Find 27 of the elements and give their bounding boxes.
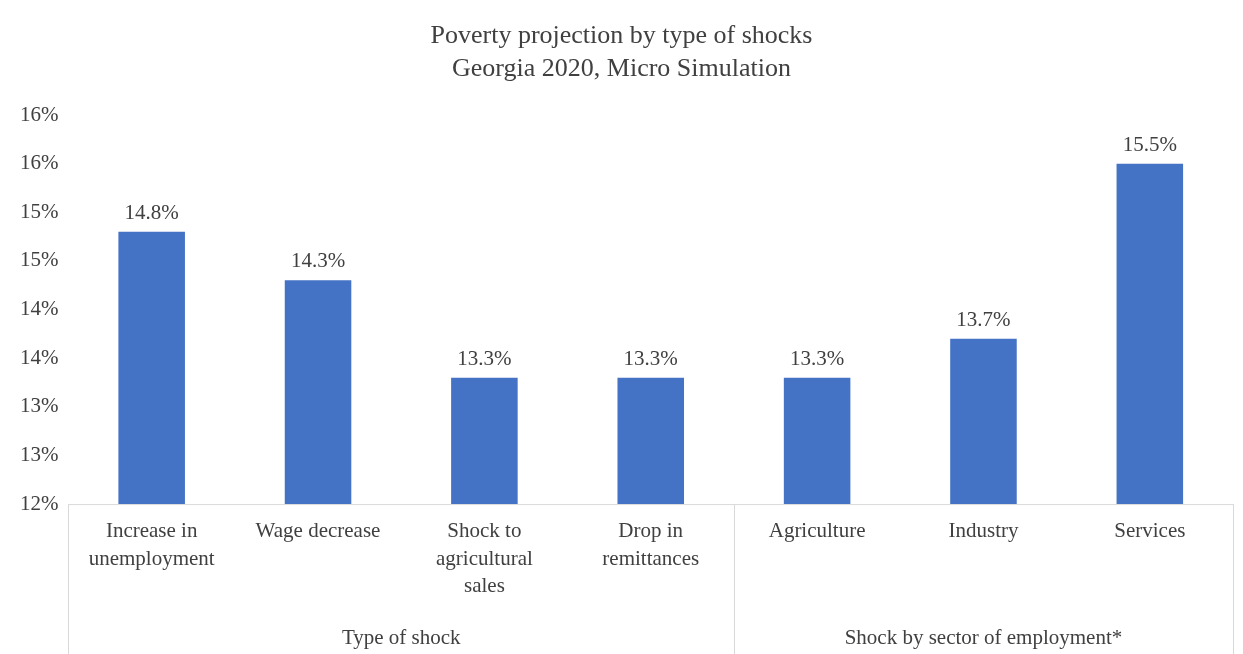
y-tick-label: 16% (19, 101, 59, 126)
text: Shock by sector of employment* (844, 624, 1123, 649)
chart-title: Poverty projection by type of shocks (430, 20, 813, 50)
y-tick-label: 15% (19, 198, 59, 223)
x-tick-label: Increase in unemployment (88, 518, 215, 570)
data-label: 13.7% (956, 306, 1011, 331)
data-label: 14.8% (124, 199, 179, 224)
x-tick-label: Industry (948, 518, 1019, 543)
x-tick-label: Wage decrease (255, 518, 381, 543)
x-tick-label: Shock to agricultural sales (435, 518, 533, 597)
x-tick-label: Drop in remittances (602, 518, 700, 570)
y-tick-label: 13% (19, 441, 59, 466)
y-tick-label: 12% (19, 490, 59, 515)
data-label: 15.5% (1122, 131, 1177, 156)
y-tick-label: 14% (19, 344, 59, 369)
data-label: 13.3% (789, 345, 845, 370)
text: Type of shock (341, 624, 462, 649)
y-tick-label: 15% (19, 247, 59, 272)
x-tick-label: Services (1114, 518, 1186, 543)
chart-subtitle: Georgia 2020, Micro Simulation (452, 52, 791, 82)
x-tick-label: Agriculture (768, 518, 866, 543)
data-label: 13.3% (457, 345, 512, 370)
data-label: 14.3% (290, 248, 346, 273)
y-tick-label: 14% (19, 296, 59, 321)
data-label: 13.3% (623, 345, 678, 370)
y-tick-label: 16% (19, 150, 59, 175)
y-tick-label: 13% (19, 393, 59, 418)
